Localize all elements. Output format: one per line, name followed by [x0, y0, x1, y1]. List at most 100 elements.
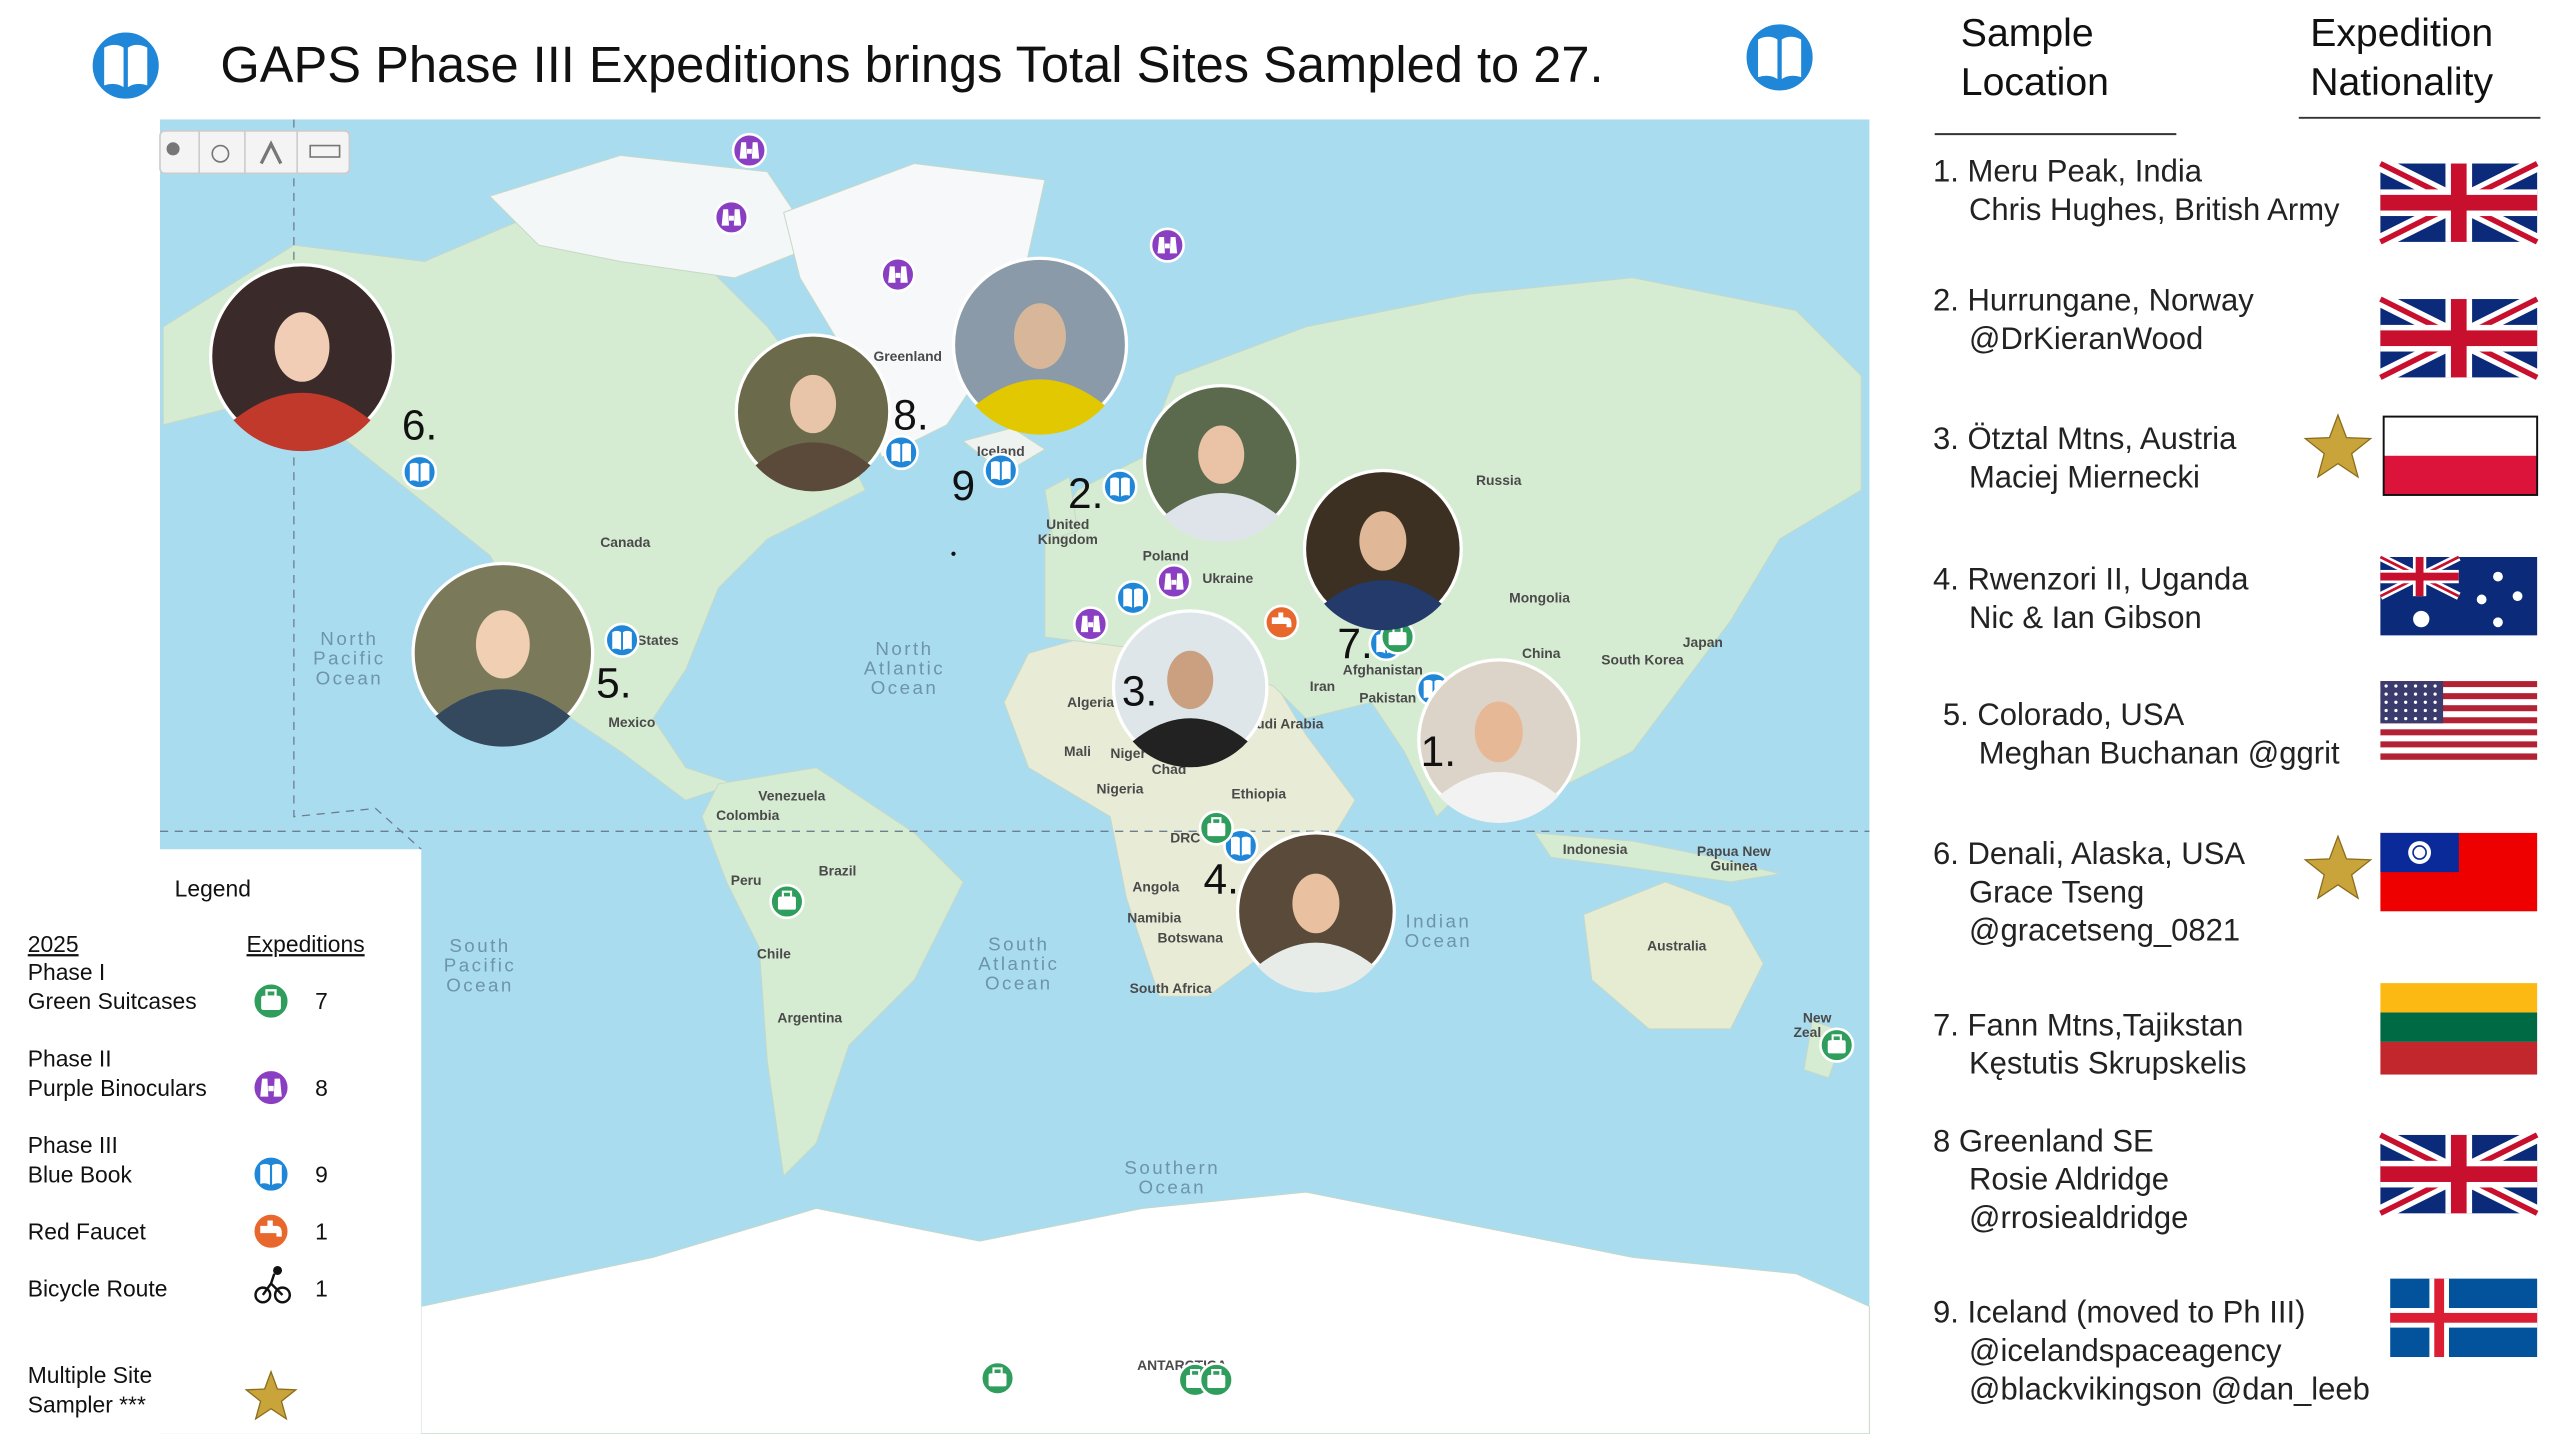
poland-flag — [2382, 415, 2539, 496]
uk-flag — [2376, 1127, 2541, 1221]
multi-site-star — [2303, 834, 2373, 900]
marker-disc — [1115, 580, 1151, 616]
flag-field — [2380, 741, 2538, 748]
suitcase-glyph — [1388, 632, 1407, 646]
portrait — [1302, 468, 1463, 631]
faucet-glyph — [260, 1220, 282, 1237]
ocean-label: Atlantic — [978, 953, 1059, 974]
bino-marker — [713, 199, 750, 236]
legend-count: 9 — [315, 1161, 328, 1187]
legend-label: Phase I — [28, 959, 105, 985]
legend: Legend 2025 Expeditions Phase I Green Suitca… — [28, 876, 365, 1421]
place-label: Mongolia — [1509, 590, 1570, 606]
book-glyph — [1231, 836, 1251, 856]
place-label: Papua New — [1697, 843, 1771, 859]
iceland-flag — [2390, 1278, 2538, 1357]
marker-disc — [251, 1154, 291, 1194]
legend-title: Legend — [175, 876, 251, 902]
binocular-glyph — [1164, 573, 1184, 590]
flag-star — [2384, 717, 2388, 721]
book-marker — [1115, 580, 1151, 616]
flag-sun-core — [2413, 846, 2426, 859]
place-label: Peru — [731, 872, 762, 888]
site-number: 2. — [1068, 470, 1103, 517]
book-marker — [1740, 18, 1819, 97]
entry-line: 2. Hurrungane, Norway — [1933, 282, 2254, 317]
flag-field — [2380, 194, 2538, 211]
binocular-glyph — [260, 1078, 282, 1097]
ocean-label: Ocean — [316, 667, 384, 688]
portrait-body — [1257, 942, 1375, 993]
entry-line: Chris Hughes, British Army — [1969, 192, 2340, 227]
entry-line: Rosie Aldridge — [1969, 1162, 2169, 1197]
place-label: Iran — [1310, 678, 1335, 694]
place-label: Afghanistan — [1343, 662, 1423, 678]
book-glyph — [991, 461, 1011, 481]
flag-star — [2413, 610, 2430, 628]
bino-marker — [880, 256, 916, 293]
flag-field — [2380, 681, 2444, 724]
book-marker — [1102, 469, 1138, 505]
entry-line: @rrosiealdridge — [1969, 1200, 2188, 1235]
flag-star — [2423, 692, 2427, 696]
marker-disc — [983, 452, 1019, 489]
legend-label: Red Faucet — [28, 1218, 147, 1244]
legend-count: 7 — [315, 988, 328, 1014]
marker-disc — [86, 26, 165, 105]
legend-label: Phase III — [28, 1132, 118, 1158]
portrait — [1142, 383, 1300, 542]
portrait — [1417, 658, 1581, 823]
place-label: Colombia — [716, 807, 779, 823]
portrait — [1111, 609, 1269, 768]
flag-star — [2423, 700, 2427, 704]
flag-field — [2380, 1012, 2538, 1042]
ocean-label: Pacific — [444, 955, 516, 976]
flag-star — [2433, 708, 2437, 713]
place-label: Zeal — [1793, 1024, 1821, 1040]
flag-star — [2433, 700, 2437, 704]
portrait — [411, 561, 595, 747]
suitcase-handle — [992, 1367, 1003, 1376]
place-label: Algeria — [1067, 694, 1114, 710]
entry-line: 9. Iceland (moved to Ph III) — [1933, 1295, 2305, 1330]
flag-field — [2380, 572, 2459, 581]
place-label: Niger — [1110, 745, 1146, 761]
site-number: 8. — [893, 392, 928, 439]
flag-star — [2423, 684, 2427, 688]
place-label: udi Arabia — [1256, 715, 1324, 731]
faucet-marker — [1264, 604, 1300, 640]
flag-star — [2394, 717, 2398, 721]
flag-field — [2380, 330, 2538, 347]
flag-star — [2404, 708, 2408, 713]
portrait-body — [1163, 492, 1279, 542]
landmass — [701, 767, 964, 1177]
portrait-body — [1132, 718, 1248, 768]
binocular-glyph — [888, 266, 908, 283]
faucet-marker — [251, 1211, 291, 1251]
entry-line: 6. Denali, Alaska, USA — [1933, 836, 2245, 871]
site-number: 4. — [1204, 855, 1239, 902]
bino-marker — [1072, 606, 1109, 642]
flag-border — [2382, 415, 2539, 496]
portrait-face — [1198, 425, 1245, 484]
book-glyph — [260, 1163, 282, 1185]
shape-tool — [211, 144, 230, 163]
place-label: Kingdom — [1038, 531, 1098, 547]
column-header: Nationality — [2310, 61, 2493, 104]
landmass — [488, 154, 818, 279]
place-label: Chile — [757, 946, 791, 962]
date-line — [293, 119, 422, 850]
suitcase-glyph — [777, 896, 796, 910]
map-toolbar[interactable] — [159, 130, 351, 175]
multi-site-star — [244, 1369, 298, 1421]
place-label: Russia — [1476, 472, 1522, 488]
book-glyph — [891, 443, 912, 463]
ocean-label: Atlantic — [864, 658, 945, 679]
ocean-label: Indian — [1405, 911, 1471, 932]
book-glyph — [1123, 588, 1143, 608]
marker-disc — [401, 454, 438, 490]
flag-star — [2433, 692, 2437, 696]
place-label: Botswana — [1157, 929, 1223, 945]
book-glyph — [104, 44, 148, 88]
